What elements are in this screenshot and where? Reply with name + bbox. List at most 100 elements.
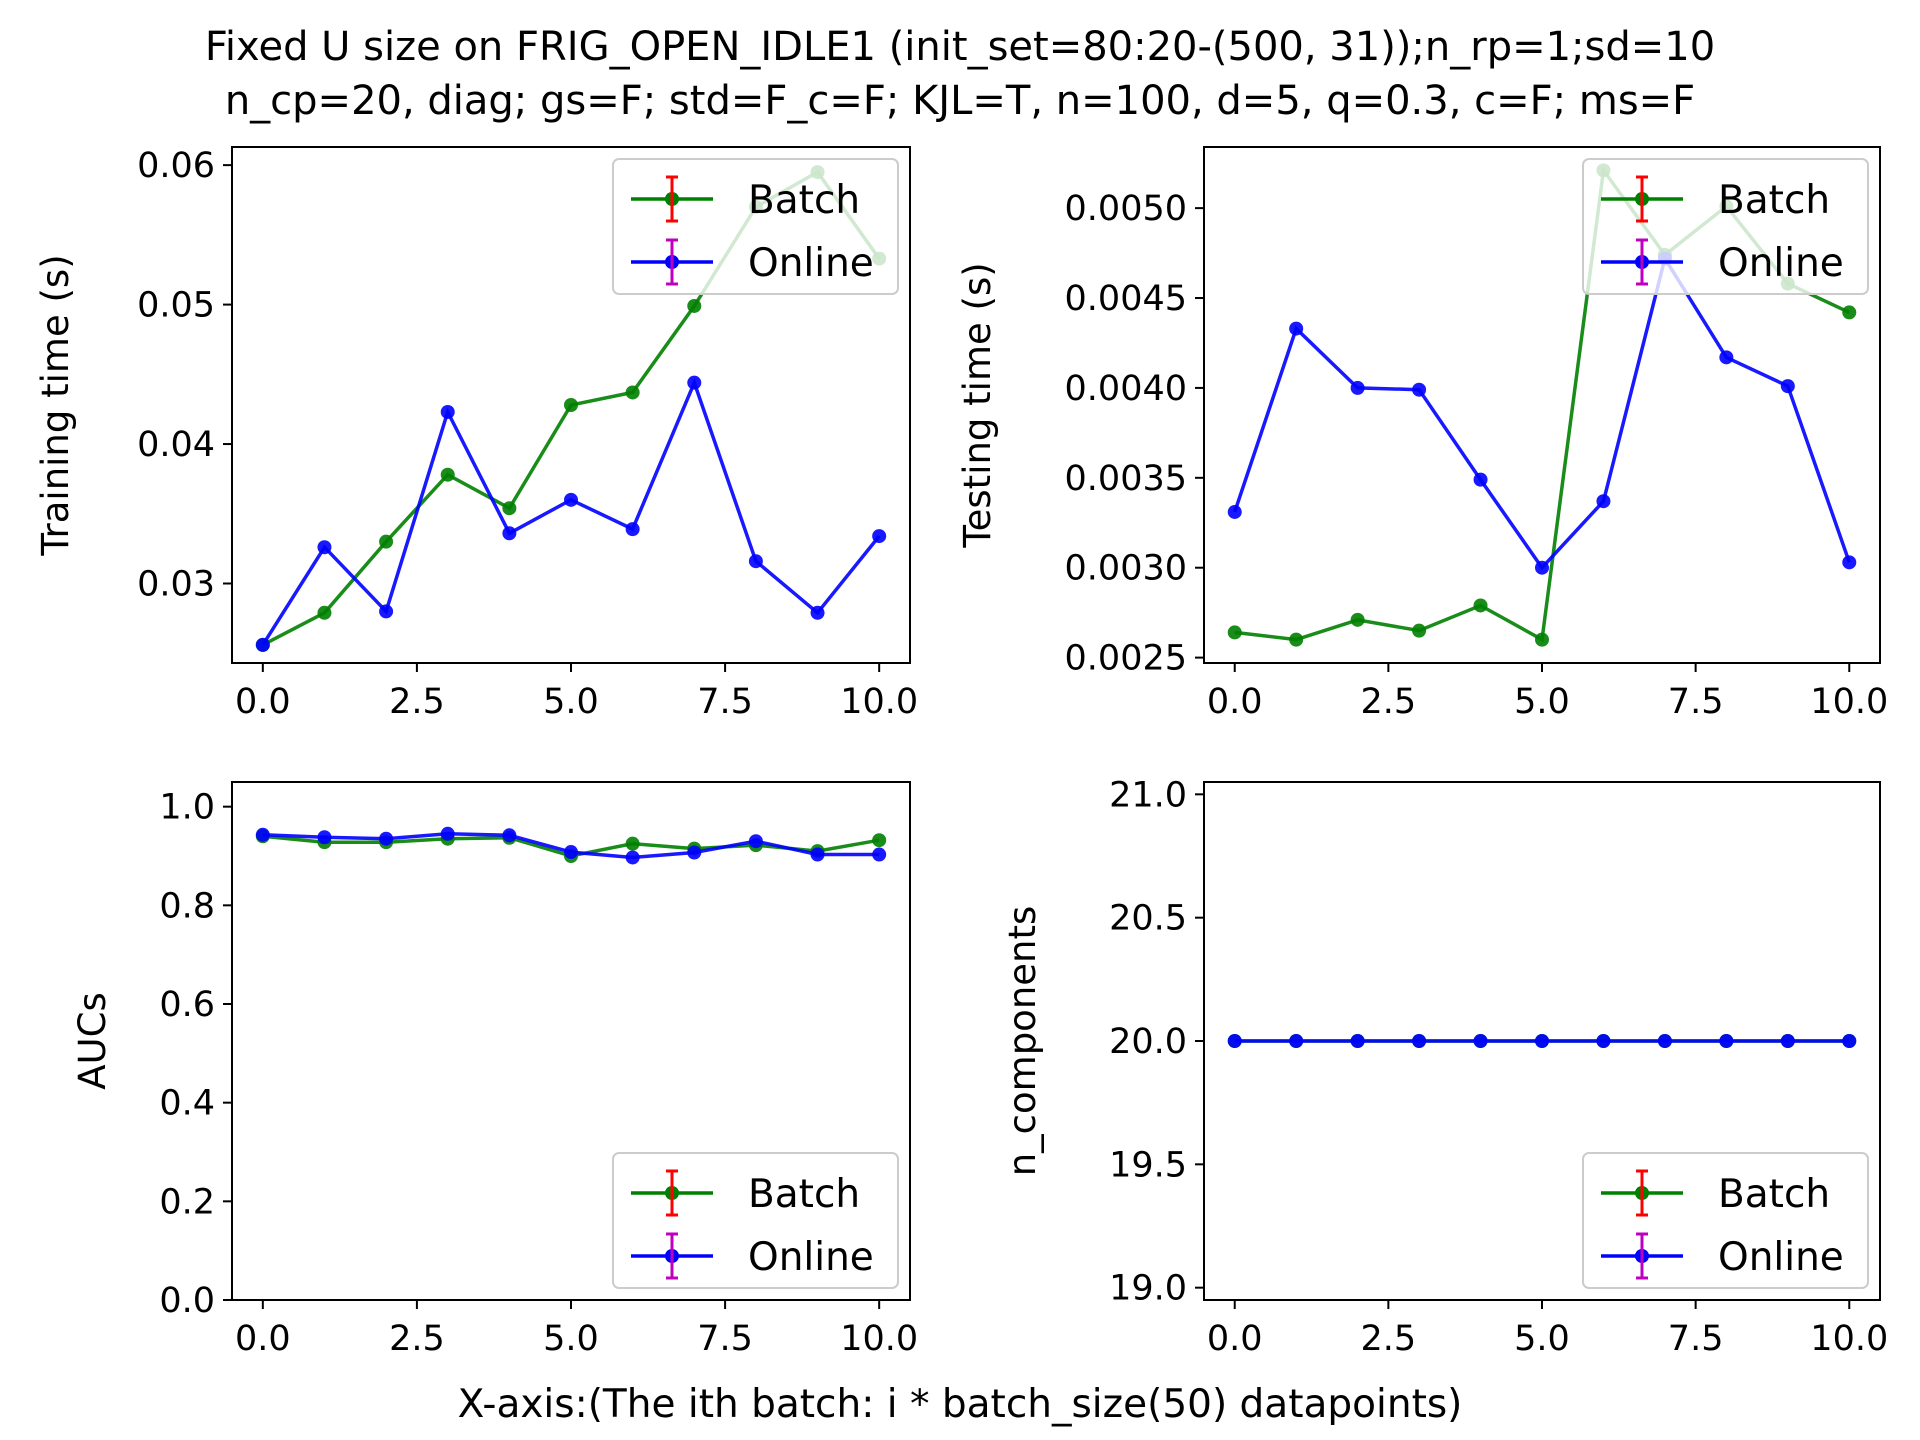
series-point-batch xyxy=(625,836,640,851)
series-point-online xyxy=(748,834,763,849)
x-tick-label: 7.5 xyxy=(1668,1319,1724,1359)
series-point-batch xyxy=(1227,625,1242,640)
series-point-online xyxy=(872,847,887,862)
x-tick-label: 0.0 xyxy=(235,682,291,722)
x-tick-label: 5.0 xyxy=(1514,682,1570,722)
legend-label-online: Online xyxy=(1718,1235,1844,1280)
series-point-online xyxy=(1780,379,1795,394)
series-point-online xyxy=(687,845,702,860)
series-point-batch xyxy=(440,467,455,482)
series-point-online xyxy=(1473,472,1488,487)
series-point-batch xyxy=(1289,632,1304,647)
y-tick-label: 0.04 xyxy=(137,425,215,465)
series-point-online xyxy=(872,529,887,544)
series-point-online xyxy=(625,850,640,865)
legend-label-online: Online xyxy=(1718,241,1844,286)
subplot-2: Batch Online 0.0 2.5 5.0 7.5 10.0 0.0025 0.0030 0… xyxy=(956,146,1888,722)
figure-title-line2: n_cp=20, diag; gs=F; std=F_c=F; KJL=T, n… xyxy=(224,78,1696,124)
series-point-online xyxy=(317,830,332,845)
series-point-batch xyxy=(564,398,578,412)
x-tick-label: 10.0 xyxy=(1810,1319,1888,1359)
series-point-batch xyxy=(502,501,517,516)
series-point-online xyxy=(1227,1034,1242,1048)
y-axis-label: Training time (s) xyxy=(34,254,77,556)
series-point-online xyxy=(625,522,640,537)
series-point-online xyxy=(1412,382,1427,397)
y-tick-label: 0.03 xyxy=(137,565,215,605)
series-point-online xyxy=(748,554,763,569)
y-tick-label: 0.0025 xyxy=(1065,639,1187,679)
y-tick-label: 19.0 xyxy=(1109,1269,1187,1309)
x-tick-label: 7.5 xyxy=(1668,682,1724,722)
y-tick-label: 19.5 xyxy=(1109,1145,1187,1185)
series-point-batch xyxy=(1842,305,1857,320)
series-point-batch xyxy=(379,534,394,549)
series-point-online xyxy=(1289,321,1304,336)
series-point-online xyxy=(1412,1034,1427,1048)
series-point-online xyxy=(502,526,517,541)
legend: Batch Online xyxy=(612,158,899,295)
legend-label-batch: Batch xyxy=(1718,1172,1830,1217)
y-tick-label: 0.0050 xyxy=(1065,189,1187,229)
series-point-online xyxy=(1473,1034,1488,1048)
y-tick-label: 0.0045 xyxy=(1065,279,1187,319)
series-point-online xyxy=(1535,560,1549,575)
series-point-online xyxy=(564,845,578,860)
y-tick-label: 0.0040 xyxy=(1065,369,1187,409)
figure-title-line1: Fixed U size on FRIG_OPEN_IDLE1 (init_se… xyxy=(204,24,1716,70)
series-point-batch xyxy=(1350,612,1365,627)
series-point-online xyxy=(317,540,332,555)
legend: Batch Online xyxy=(612,1152,899,1289)
series-point-online xyxy=(1719,1034,1734,1048)
y-tick-label: 0.0 xyxy=(159,1281,215,1321)
series-point-online xyxy=(1350,380,1365,395)
legend: Batch Online xyxy=(1582,158,1869,295)
y-tick-label: 0.06 xyxy=(137,146,215,186)
series-point-online xyxy=(564,492,578,507)
series-point-batch xyxy=(1535,632,1549,647)
series-point-online xyxy=(1842,1034,1857,1048)
shared-x-axis-label: X-axis:(The ith batch: i * batch_size(50… xyxy=(457,1382,1463,1427)
series-point-online xyxy=(379,604,394,619)
legend-label-batch: Batch xyxy=(1718,178,1830,223)
x-tick-label: 2.5 xyxy=(1361,1319,1417,1359)
y-tick-label: 0.8 xyxy=(159,886,215,926)
x-tick-label: 2.5 xyxy=(389,682,445,722)
series-point-online xyxy=(1227,504,1242,519)
y-tick-label: 21.0 xyxy=(1109,775,1187,815)
series-point-online xyxy=(1596,1034,1611,1048)
series-line-online xyxy=(261,377,881,646)
x-tick-label: 10.0 xyxy=(840,1319,918,1359)
series-point-online xyxy=(440,826,455,841)
y-tick-label: 0.0035 xyxy=(1065,459,1187,499)
y-axis-label: AUCs xyxy=(71,992,114,1090)
series-point-online xyxy=(1780,1034,1795,1048)
series-point-online xyxy=(502,828,517,843)
legend-label-online: Online xyxy=(748,1235,874,1280)
legend-label-batch: Batch xyxy=(748,1172,860,1217)
y-tick-label: 0.6 xyxy=(159,985,215,1025)
series-point-online xyxy=(1657,1034,1672,1048)
subplot-1: Batch Online 0.0 2.5 5.0 7.5 10.0 0.03 0.04 0.05 0… xyxy=(34,146,918,722)
series-point-online xyxy=(1719,350,1734,365)
series-point-batch xyxy=(687,298,702,313)
series-point-online xyxy=(379,831,394,846)
series-point-online xyxy=(1350,1034,1365,1048)
series-point-online xyxy=(255,827,270,842)
y-tick-label: 20.5 xyxy=(1109,899,1187,939)
series-point-online xyxy=(810,847,825,862)
series-point-batch xyxy=(872,833,887,848)
subplot-4: Batch Online 0.0 2.5 5.0 7.5 10.0 19.0 19.5 20.0 2… xyxy=(1001,775,1888,1359)
series-line-online xyxy=(1233,254,1851,571)
y-axis-label: n_components xyxy=(1001,906,1044,1177)
x-tick-label: 2.5 xyxy=(389,1319,445,1359)
x-tick-label: 2.5 xyxy=(1361,682,1417,722)
series-point-online xyxy=(1289,1034,1304,1048)
y-tick-label: 0.2 xyxy=(159,1182,215,1222)
y-tick-label: 0.0030 xyxy=(1065,549,1187,589)
y-tick-label: 0.05 xyxy=(137,286,215,326)
y-tick-label: 0.4 xyxy=(159,1084,215,1124)
x-tick-label: 5.0 xyxy=(543,1319,599,1359)
